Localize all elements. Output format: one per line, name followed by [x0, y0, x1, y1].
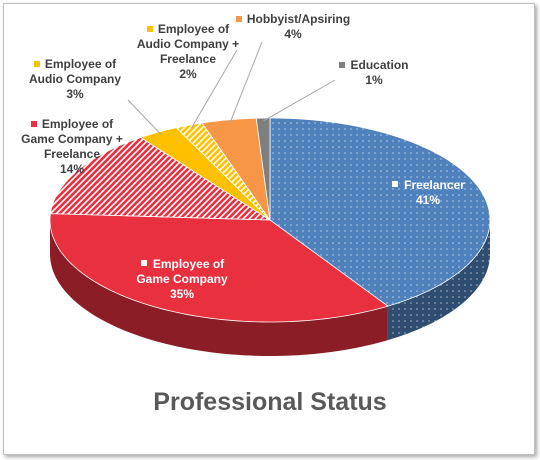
value-label: 2%	[179, 67, 197, 81]
label-name: Employee of Game Company + Freelance	[17, 117, 127, 162]
slice-side	[387, 220, 490, 341]
leader-line	[191, 49, 238, 129]
label-name: Employee of Audio Company + Freelance	[133, 22, 243, 67]
leader-line	[263, 79, 336, 122]
category-label: Hobbyist/Apsiring	[246, 12, 351, 26]
slice	[269, 117, 491, 307]
legend-marker	[33, 61, 40, 67]
value-label: 3%	[66, 87, 84, 101]
legend-marker	[339, 62, 346, 68]
label-name: Hobbyist/Apsiring	[233, 12, 353, 27]
slice	[49, 137, 272, 221]
slice	[175, 122, 271, 221]
data-label: Education 1%	[329, 58, 419, 88]
category-label: Employee of Audio Company + Freelance	[136, 22, 240, 66]
data-label: Employee of Game Company 35%	[122, 257, 242, 302]
chart-title: Professional Status	[153, 388, 387, 416]
data-label: Employee of Audio Company 3%	[20, 57, 130, 102]
category-label: Education	[350, 58, 409, 72]
leader-line	[127, 99, 162, 136]
category-label: Employee of Game Company	[136, 257, 228, 286]
slice	[139, 127, 271, 221]
legend-marker	[139, 259, 148, 267]
label-name: Freelancer	[383, 178, 473, 193]
slice-side	[50, 220, 388, 356]
leader-line	[229, 41, 263, 123]
slice	[255, 117, 271, 221]
value-label: 1%	[365, 73, 383, 87]
data-label: Employee of Audio Company + Freelance 2%	[133, 22, 243, 82]
data-label: Employee of Game Company + Freelance 14%	[17, 117, 127, 177]
value-label: 35%	[169, 287, 195, 301]
category-label: Freelancer	[404, 178, 465, 192]
label-name: Education	[329, 58, 419, 73]
data-label: Hobbyist/Apsiring 4%	[233, 12, 353, 42]
legend-marker	[146, 26, 153, 32]
slice	[49, 213, 389, 323]
legend-marker	[30, 121, 37, 127]
legend-marker	[391, 180, 400, 188]
value-label: 14%	[59, 162, 85, 176]
category-label: Employee of Game Company + Freelance	[21, 117, 123, 161]
label-name: Employee of Audio Company	[20, 57, 130, 87]
category-label: Employee of Audio Company	[29, 57, 121, 86]
label-name: Employee of Game Company	[122, 257, 242, 287]
slice	[201, 117, 271, 221]
value-label: 41%	[415, 193, 441, 207]
data-label: Freelancer 41%	[383, 178, 473, 208]
value-label: 4%	[284, 27, 302, 41]
legend-marker	[235, 16, 242, 22]
